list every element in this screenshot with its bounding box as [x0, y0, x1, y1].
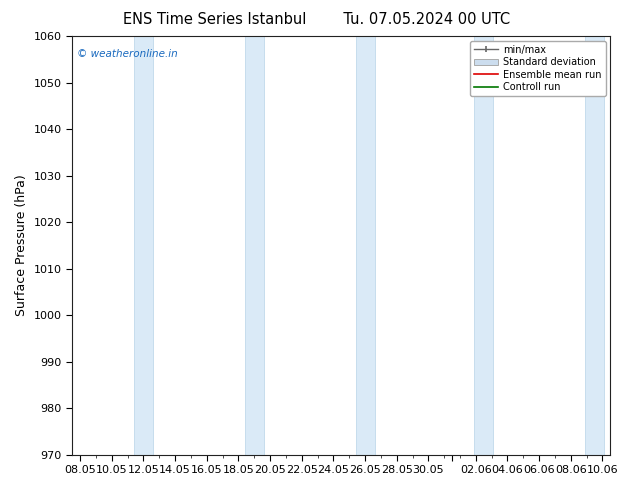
Bar — [356, 36, 375, 455]
Bar — [245, 36, 264, 455]
Y-axis label: Surface Pressure (hPa): Surface Pressure (hPa) — [15, 174, 28, 316]
Text: ENS Time Series Istanbul        Tu. 07.05.2024 00 UTC: ENS Time Series Istanbul Tu. 07.05.2024 … — [124, 12, 510, 27]
Bar — [474, 36, 493, 455]
Bar — [134, 36, 153, 455]
Text: © weatheronline.in: © weatheronline.in — [77, 49, 178, 59]
Legend: min/max, Standard deviation, Ensemble mean run, Controll run: min/max, Standard deviation, Ensemble me… — [470, 41, 605, 96]
Bar — [585, 36, 604, 455]
